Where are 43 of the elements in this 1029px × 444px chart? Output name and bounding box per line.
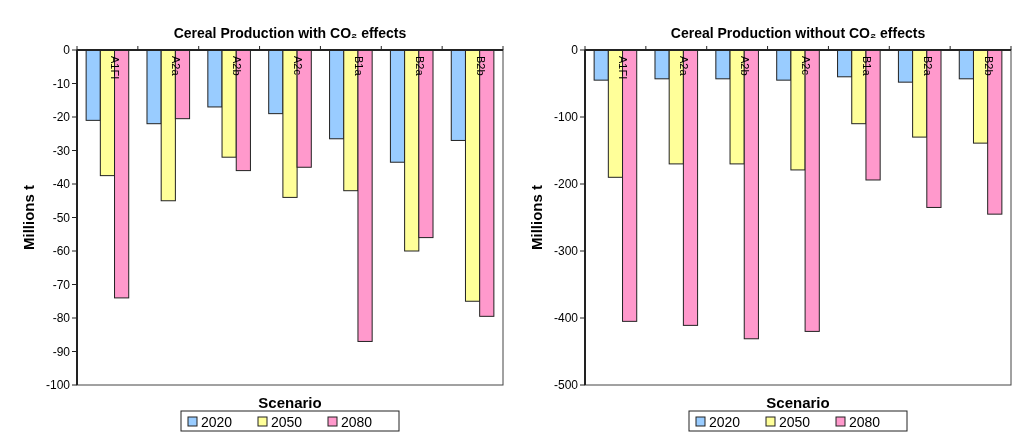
x-tick-label: B2a bbox=[413, 56, 426, 77]
y-axis-title: Millions t bbox=[528, 185, 545, 250]
y-tick-label: -500 bbox=[553, 378, 579, 393]
x-tick-label: A2b bbox=[231, 56, 244, 76]
y-tick-label: -200 bbox=[553, 177, 579, 192]
x-tick-label: A2a bbox=[678, 56, 691, 77]
y-tick-label: -10 bbox=[52, 76, 71, 91]
legend-label: 2050 bbox=[271, 413, 303, 430]
legend-label: 2080 bbox=[849, 413, 881, 430]
legend-label: 2020 bbox=[201, 413, 233, 430]
x-tick-label: B1a bbox=[860, 56, 873, 77]
chart-title: Cereal Production with CO₂ effects bbox=[173, 25, 407, 41]
legend-label: 2050 bbox=[779, 413, 811, 430]
x-tick-label: B2b bbox=[982, 56, 995, 76]
y-tick-label: -80 bbox=[52, 311, 71, 326]
x-tick-label: B2b bbox=[474, 56, 487, 76]
legend-label: 2020 bbox=[709, 413, 741, 430]
x-tick-label: A2a bbox=[170, 56, 183, 77]
x-axis-title: Scenario bbox=[258, 394, 322, 411]
x-tick-label: A2c bbox=[800, 56, 812, 76]
y-tick-label: -60 bbox=[52, 244, 71, 259]
x-tick-label: A1FI bbox=[109, 56, 122, 80]
x-tick-label: A2c bbox=[292, 56, 304, 76]
y-tick-label: -100 bbox=[45, 378, 71, 393]
y-tick-label: -400 bbox=[553, 311, 579, 326]
y-tick-label: -20 bbox=[52, 110, 71, 125]
y-tick-label: -70 bbox=[52, 277, 71, 292]
y-axis-title: Millions t bbox=[20, 185, 37, 250]
y-tick-label: -90 bbox=[52, 344, 71, 359]
x-tick-label: A2b bbox=[739, 56, 752, 76]
legend-label: 2080 bbox=[341, 413, 373, 430]
y-tick-label: -40 bbox=[52, 177, 71, 192]
y-tick-label: 0 bbox=[571, 43, 579, 58]
chart-title: Cereal Production without CO₂ effects bbox=[670, 25, 926, 41]
x-axis-title: Scenario bbox=[766, 394, 830, 411]
y-tick-label: -100 bbox=[553, 110, 579, 125]
y-tick-label: -50 bbox=[52, 210, 71, 225]
y-tick-label: -30 bbox=[52, 143, 71, 158]
x-tick-label: B2a bbox=[921, 56, 934, 77]
x-tick-label: B1a bbox=[352, 56, 365, 77]
y-tick-label: 0 bbox=[63, 43, 71, 58]
x-tick-label: A1FI bbox=[617, 56, 630, 80]
y-tick-label: -300 bbox=[553, 244, 579, 259]
